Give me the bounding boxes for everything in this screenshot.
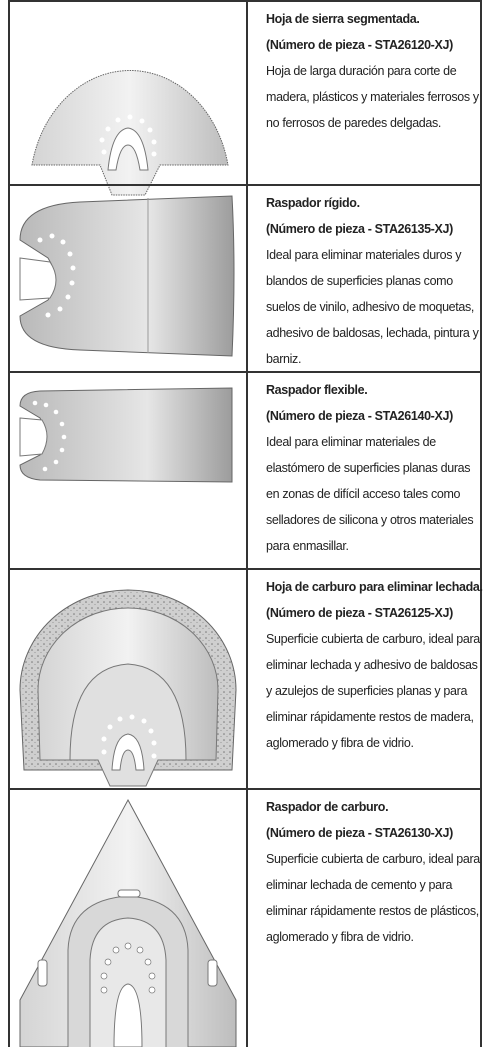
row-text: Raspador flexible. (Número de pieza - ST… (256, 373, 484, 559)
row-text: Hoja de sierra segmentada. (Número de pi… (256, 2, 484, 136)
blade-title: Hoja de sierra segmentada. (266, 12, 420, 26)
description: Superficie cubierta de carburo, ideal pa… (266, 852, 480, 944)
column-divider (246, 0, 248, 1047)
description: Ideal para eliminar materiales duros y b… (266, 248, 479, 366)
blade-title: Raspador de carburo. (266, 800, 389, 814)
table-row: Raspador rígido. (Número de pieza - STA2… (8, 184, 482, 371)
blade-illustrations (19, 69, 237, 1047)
description: Hoja de larga duración para corte de mad… (266, 64, 479, 130)
part-number: (Número de pieza - STA26140-XJ) (266, 409, 453, 423)
row-text: Hoja de carburo para eliminar lechada. (… (256, 570, 484, 756)
flexible-scraper (19, 387, 233, 483)
table-row: Raspador de carburo. (Número de pieza - … (8, 788, 482, 1047)
blade-title: Raspador rígido. (266, 196, 360, 210)
carbide-scraper (19, 798, 237, 1047)
blade-title: Raspador flexible. (266, 383, 368, 397)
carbide-grout-blade (19, 589, 237, 787)
part-number: (Número de pieza - STA26135-XJ) (266, 222, 453, 236)
row-text: Raspador de carburo. (Número de pieza - … (256, 790, 484, 950)
table-row: Raspador flexible. (Número de pieza - ST… (8, 371, 482, 568)
part-number: (Número de pieza - STA26130-XJ) (266, 826, 453, 840)
table-row: Hoja de sierra segmentada. (Número de pi… (8, 0, 482, 184)
description: Superficie cubierta de carburo, ideal pa… (266, 632, 480, 750)
row-text: Raspador rígido. (Número de pieza - STA2… (256, 186, 484, 372)
part-number: (Número de pieza - STA26125-XJ) (266, 606, 453, 620)
blade-title: Hoja de carburo para eliminar lechada. (266, 580, 483, 594)
table-row: Hoja de carburo para eliminar lechada. (… (8, 568, 484, 788)
part-number: (Número de pieza - STA26120-XJ) (266, 38, 453, 52)
saw-blade (31, 69, 229, 196)
rigid-scraper (19, 195, 235, 357)
description: Ideal para eliminar materiales de elastó… (266, 435, 474, 553)
table-frame (8, 0, 482, 1047)
